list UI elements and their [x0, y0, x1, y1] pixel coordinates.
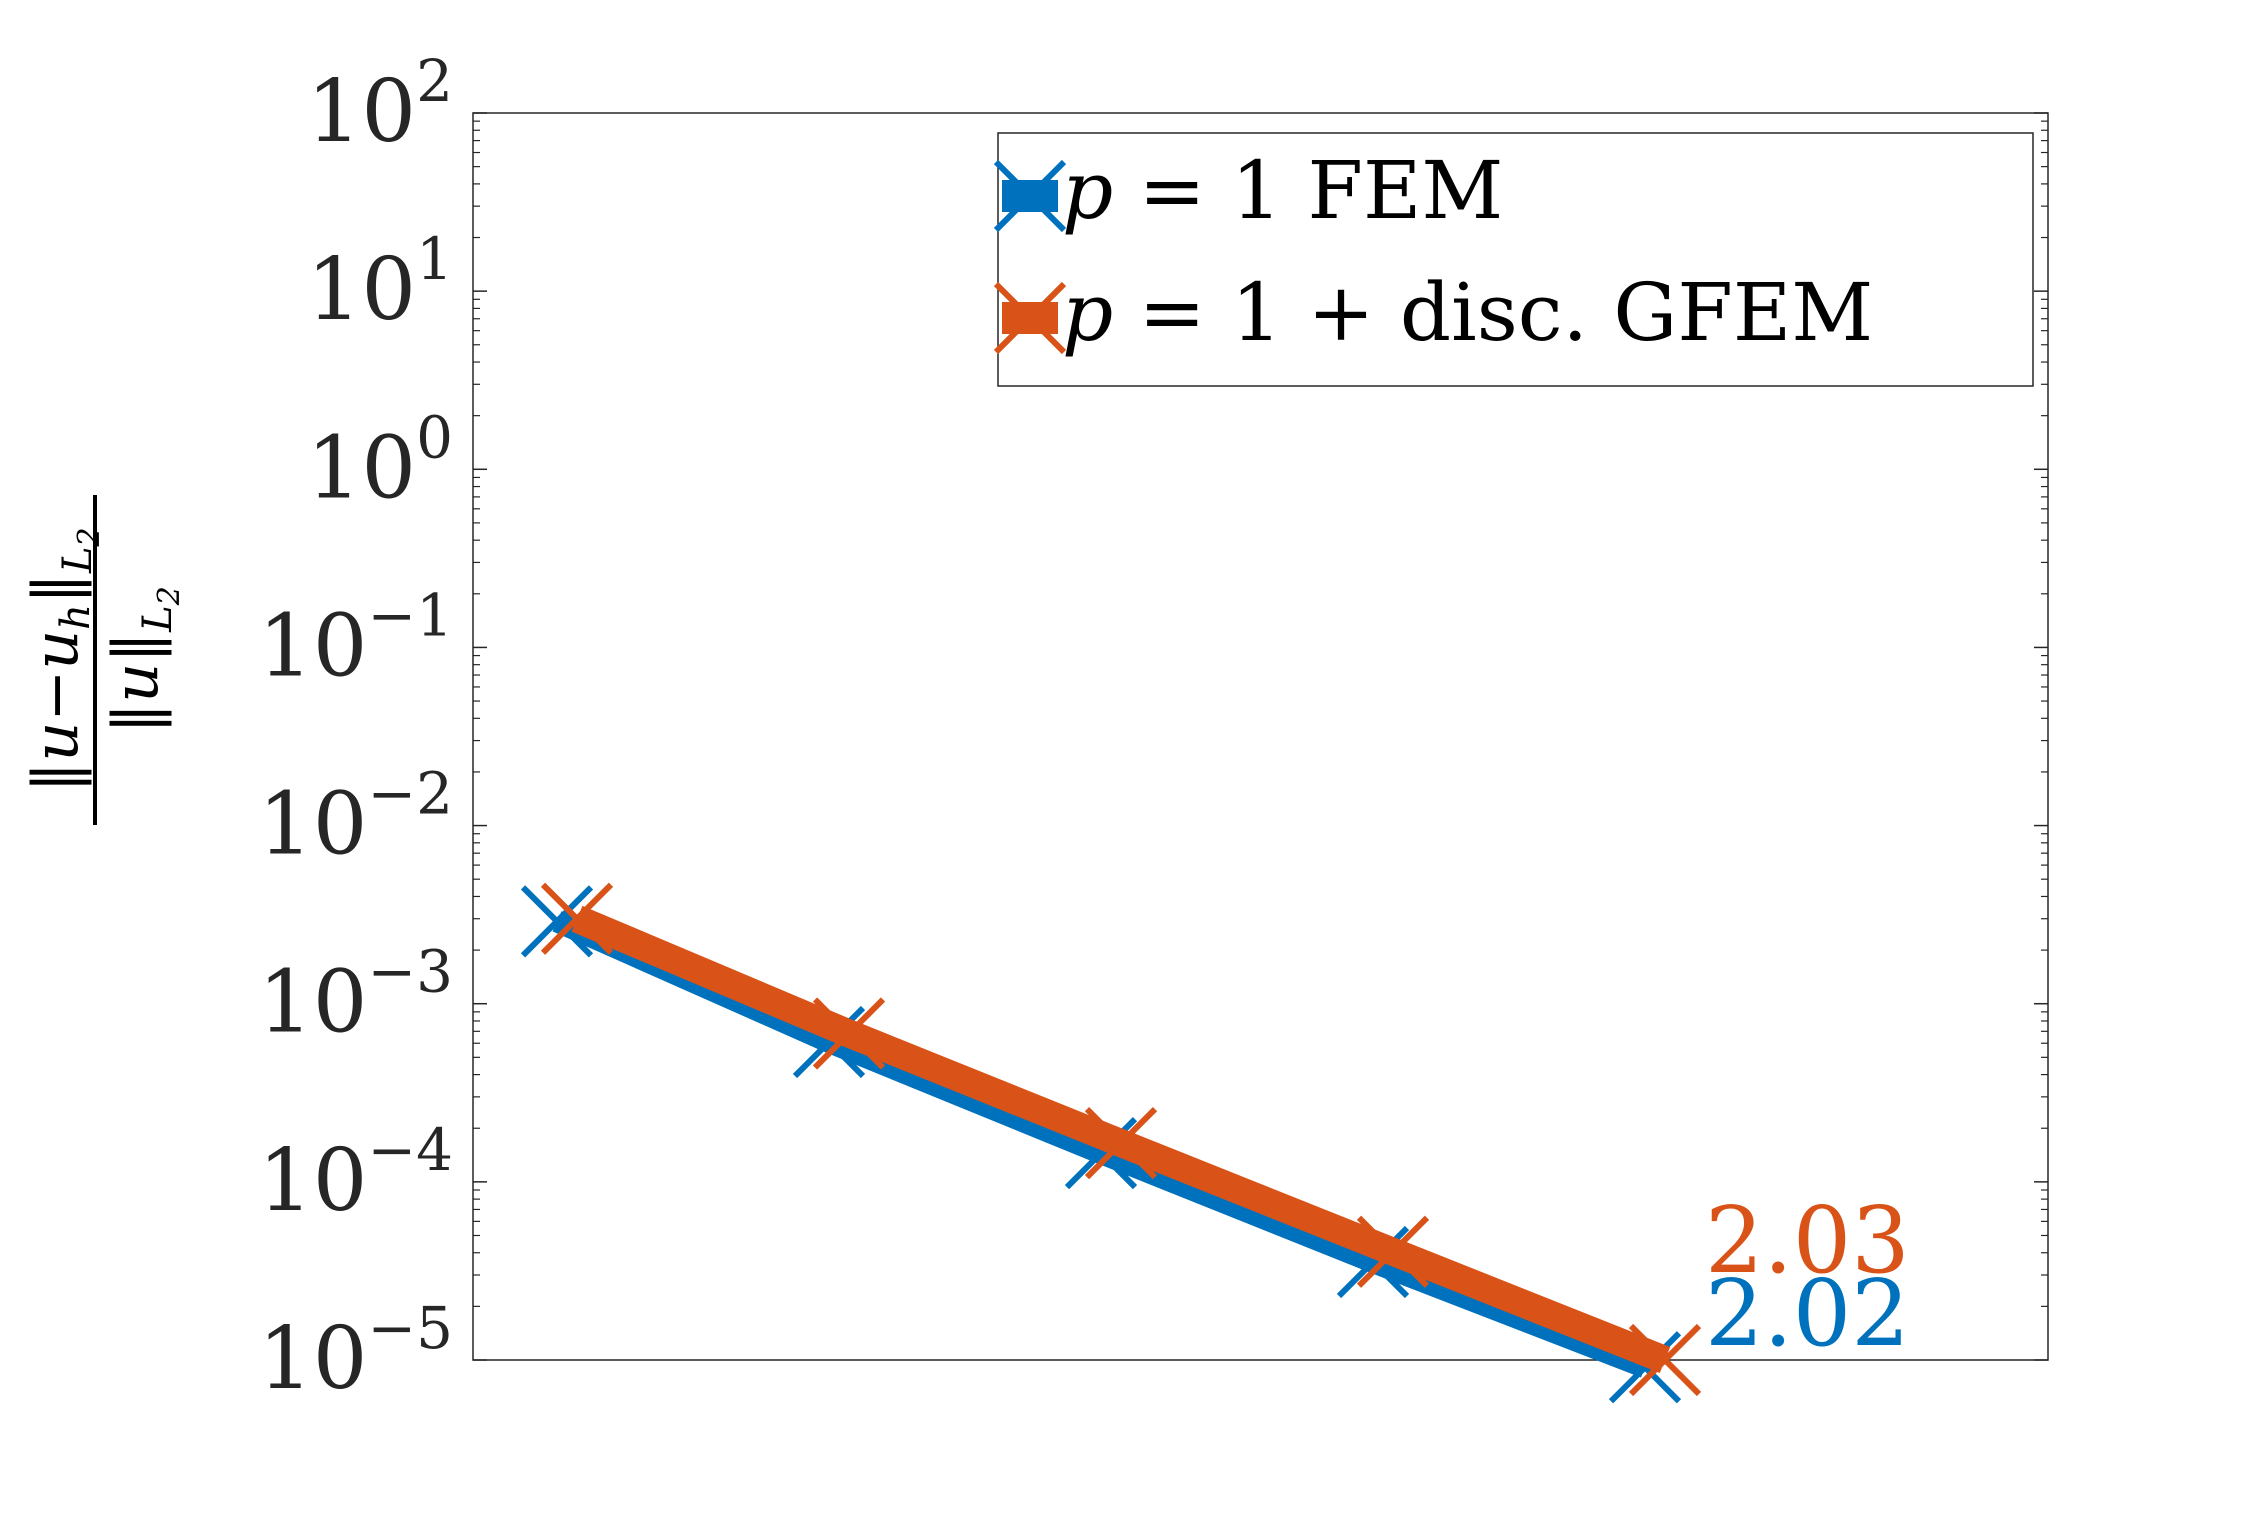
y-tick-label-5: 10−3	[258, 938, 453, 1053]
series-1-point-2-b	[1084, 1106, 1158, 1180]
y-tick-label-7: 10−5	[258, 1294, 453, 1409]
y-tick-label-6: 10−4	[258, 1116, 453, 1231]
series-1	[540, 882, 1702, 1397]
legend-swatch-marker-1-b	[993, 281, 1067, 355]
rate-label-0: 2.02	[1705, 1260, 1910, 1367]
legend-label-fem: p = 1 FEM	[1062, 144, 1503, 237]
series-0-point-1-b	[792, 1005, 866, 1079]
y-tick-label-0: 102	[307, 47, 453, 162]
series-1-point-4-b	[1628, 1323, 1702, 1397]
legend-swatch-gfem	[993, 281, 1067, 355]
y-tick-label-4: 10−2	[258, 760, 453, 875]
legend-label-gfem: p = 1 + disc. GFEM	[1062, 266, 1873, 359]
series-1-point-1-b	[812, 997, 886, 1070]
y-minor-ticks	[473, 120, 2048, 1307]
ylabel-numerator: ‖u−u	[19, 630, 92, 793]
legend-box	[997, 132, 2034, 387]
ylabel-denominator: ‖u‖	[99, 632, 172, 734]
ylabel-numerator-sub: h	[53, 604, 99, 630]
ylabel-numerator-tail: ‖	[19, 573, 92, 604]
rate-labels: 2.022.03	[1705, 1187, 1910, 1367]
plot-area-frame	[472, 112, 2049, 1361]
legend-swatch-marker-0-b	[993, 159, 1067, 233]
series-0-point-4-b	[1608, 1331, 1682, 1404]
series-1-point-3-b	[1356, 1215, 1430, 1288]
ylabel-numerator-norm-sub2: 2	[72, 527, 107, 547]
series-0-point-0-b	[520, 885, 594, 958]
legend: p = 1 FEM p = 1 + disc. GFEM	[993, 132, 2034, 387]
y-axis-label: ‖u−uh‖L2 ‖u‖L2	[19, 495, 187, 825]
y-tick-label-1: 101	[307, 225, 453, 340]
y-tick-label-2: 100	[307, 403, 453, 518]
rate-label-1: 2.03	[1705, 1187, 1910, 1294]
legend-entry-gfem: p = 1 + disc. GFEM	[993, 266, 1873, 359]
series-layer	[520, 882, 1702, 1404]
svg-text:‖u−uh‖L2: ‖u−uh‖L2	[19, 527, 107, 792]
legend-entry-fem: p = 1 FEM	[993, 144, 1503, 237]
legend-swatch-fem	[993, 159, 1067, 233]
y-tick-label-3: 10−1	[258, 581, 453, 696]
ylabel-denominator-sub: L	[135, 605, 181, 633]
svg-text:‖u‖L2: ‖u‖L2	[99, 586, 187, 734]
y-ticks: 102 101 100 10−1 10−2 10−3 10−4 10−5	[258, 47, 2048, 1409]
series-1-point-0-b	[540, 882, 614, 955]
ylabel-denominator-sub2: 2	[152, 586, 187, 606]
